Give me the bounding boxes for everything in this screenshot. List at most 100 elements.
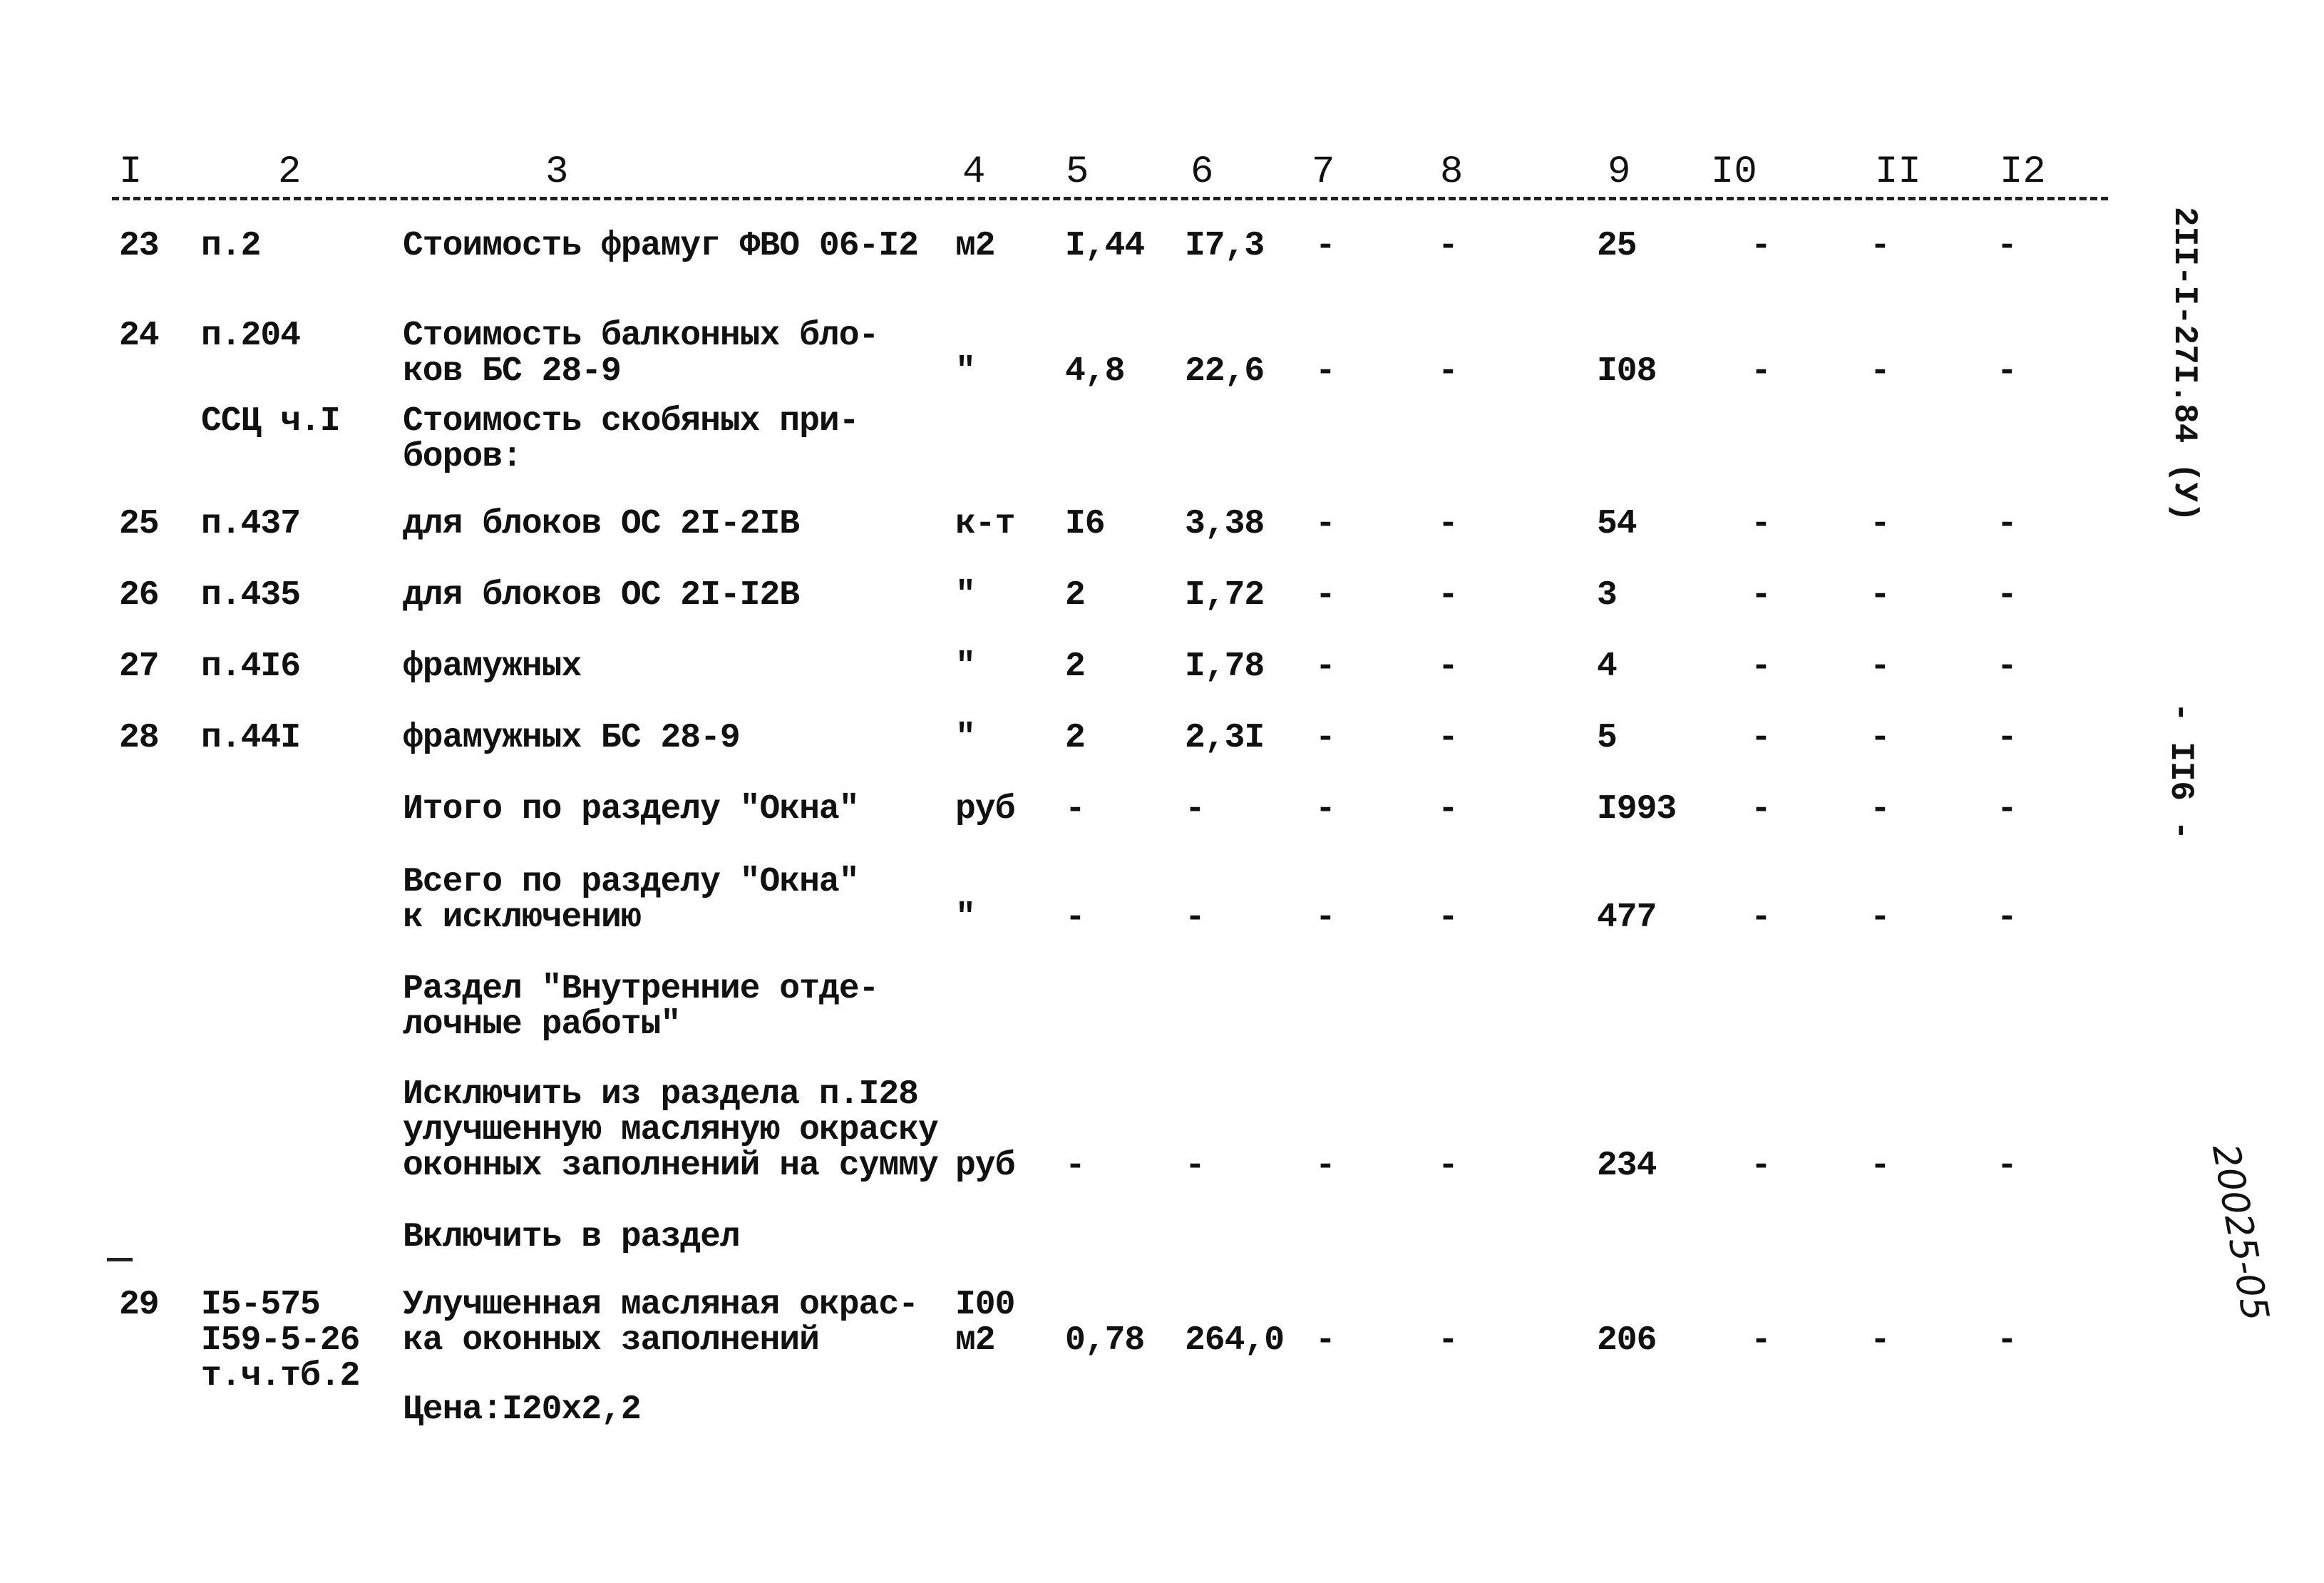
header-divider [112,197,2108,200]
margin-mark [107,1258,133,1261]
cell-col-3: фрамужных [403,647,582,686]
cell-col-2: п.2 [201,227,261,265]
cell-col-5: - [1065,898,1086,937]
cell-col-4: " [955,898,976,937]
cell-col-12: - [1997,576,2017,615]
cell-col-4: " [955,352,976,391]
cell-col-5: - [1065,790,1086,829]
cell-col-5: 0,78 [1065,1321,1145,1360]
cell-col-7: - [1315,576,1336,615]
cell-col-1: 29 [119,1286,160,1324]
column-header-7: 7 [1312,150,1335,194]
cell-col-1: 23 [119,227,160,265]
column-header-4: 4 [962,150,986,194]
cell-col-4: I00 м2 [955,1286,1015,1360]
cell-col-4: " [955,719,976,757]
cell-col-9: 234 [1597,1147,1657,1185]
cell-col-4: " [955,647,976,686]
cell-col-4: " [955,576,976,615]
cell-col-3: для блоков ОС 2I-I2В [403,576,800,615]
cell-col-11: - [1870,1321,1891,1360]
column-header-5: 5 [1066,150,1089,194]
cell-col-3: фрамужных БС 28-9 [403,719,741,757]
cell-col-12: - [1997,1147,2017,1185]
column-header-10: I0 [1711,150,1757,194]
cell-col-3: Стоимость скобяных при- боров: [403,402,860,476]
cell-col-3: Раздел "Внутренние отде- лочные работы" [403,970,879,1044]
cell-col-8: - [1438,1321,1459,1360]
cell-col-12: - [1997,1321,2017,1360]
document-code: 2II-I-27I.84 (У) [2166,207,2203,522]
cell-col-1: 24 [119,317,160,355]
cell-col-3: Включить в раздел [403,1218,741,1256]
cell-col-9: 4 [1597,647,1618,686]
cell-col-3: Стоимость фрамуг ФВО 06-I2 [403,227,919,265]
cell-col-11: - [1870,227,1891,265]
cell-col-10: - [1751,576,1772,615]
cell-col-10: - [1751,790,1772,829]
cell-col-3: Стоимость балконных бло- ков БС 28-9 [403,317,879,391]
cell-col-1: 26 [119,576,160,615]
column-header-1: I [119,150,143,194]
cell-col-9: I993 [1597,790,1677,829]
cell-col-7: - [1315,352,1336,391]
cell-col-1: 27 [119,647,160,686]
cell-col-5: 2 [1065,719,1086,757]
cell-col-7: - [1315,790,1336,829]
cell-col-3: для блоков ОС 2I-2IВ [403,505,800,543]
cell-col-6: 264,0 [1185,1321,1285,1360]
cell-col-1: 25 [119,505,160,543]
cell-col-9: I08 [1597,352,1657,391]
cell-col-11: - [1870,790,1891,829]
cell-col-10: - [1751,1147,1772,1185]
column-header-2: 2 [278,150,302,194]
cell-col-9: 54 [1597,505,1637,543]
page-number: - II6 - [2162,702,2199,841]
cell-col-12: - [1997,505,2017,543]
cell-col-11: - [1870,352,1891,391]
cell-col-10: - [1751,719,1772,757]
cell-col-12: - [1997,719,2017,757]
cell-col-2: п.204 [201,317,301,355]
cell-col-5: - [1065,1147,1086,1185]
cell-col-5: I,44 [1065,227,1145,265]
column-header-12: I2 [2000,150,2046,194]
cell-col-9: 477 [1597,898,1657,937]
cell-col-10: - [1751,1321,1772,1360]
cell-col-6: 22,6 [1185,352,1265,391]
column-header-9: 9 [1608,150,1631,194]
cell-col-7: - [1315,719,1336,757]
cell-col-8: - [1438,352,1459,391]
cell-col-11: - [1870,647,1891,686]
cell-col-2: п.435 [201,576,301,615]
cell-col-9: 3 [1597,576,1618,615]
cell-col-8: - [1438,227,1459,265]
cell-col-8: - [1438,790,1459,829]
column-header-8: 8 [1440,150,1464,194]
cell-col-8: - [1438,576,1459,615]
cell-col-4: к-т [955,505,1015,543]
cell-col-8: - [1438,898,1459,937]
cell-col-12: - [1997,790,2017,829]
column-header-3: 3 [545,150,569,194]
cell-col-6: - [1185,898,1205,937]
cell-col-10: - [1751,227,1772,265]
cell-col-8: - [1438,719,1459,757]
cell-col-7: - [1315,505,1336,543]
cell-col-6: - [1185,1147,1205,1185]
cell-col-9: 25 [1597,227,1637,265]
cell-col-11: - [1870,719,1891,757]
cell-col-7: - [1315,1321,1336,1360]
cell-col-9: 5 [1597,719,1618,757]
cell-col-4: м2 [955,227,996,265]
cell-col-6: I,72 [1185,576,1265,615]
cell-col-12: - [1997,227,2017,265]
cell-col-4: руб [955,1147,1015,1185]
cell-col-7: - [1315,1147,1336,1185]
cell-col-5: 4,8 [1065,352,1125,391]
cell-col-6: I7,3 [1185,227,1265,265]
handwritten-number: 20025-05 [2203,1141,2277,1324]
cell-col-7: - [1315,647,1336,686]
cell-col-10: - [1751,647,1772,686]
cell-col-11: - [1870,1147,1891,1185]
